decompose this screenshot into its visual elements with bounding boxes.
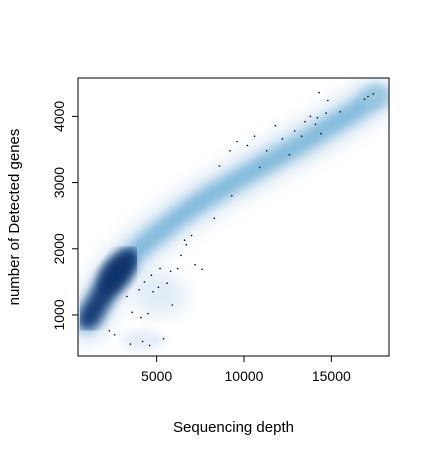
data-point xyxy=(309,115,312,118)
data-point xyxy=(185,244,188,246)
data-point xyxy=(169,270,172,273)
data-point xyxy=(162,338,165,340)
data-point xyxy=(152,291,154,293)
data-point xyxy=(157,286,160,289)
data-point xyxy=(314,123,317,126)
data-point xyxy=(108,330,111,332)
x-axis: 5000 10000 15000 xyxy=(141,355,351,384)
data-point xyxy=(327,99,329,102)
y-axis: 1000 2000 3000 4000 xyxy=(51,101,79,331)
y-tick-label: 1000 xyxy=(51,299,67,330)
data-point xyxy=(229,150,231,152)
data-point xyxy=(171,304,174,306)
data-point xyxy=(372,93,375,95)
data-point xyxy=(218,165,221,167)
density-peak xyxy=(99,254,134,294)
data-point xyxy=(231,195,233,197)
data-point xyxy=(159,267,161,270)
data-point xyxy=(274,124,277,127)
x-tick-label: 5000 xyxy=(141,368,172,384)
data-point xyxy=(148,344,151,347)
data-point xyxy=(190,234,193,237)
y-axis-title: number of Detected genes xyxy=(6,129,23,306)
data-point xyxy=(318,91,320,94)
data-point xyxy=(150,274,153,277)
data-point xyxy=(265,150,268,152)
data-point xyxy=(147,312,149,315)
y-tick-label: 3000 xyxy=(51,167,67,198)
density-lobe-lower xyxy=(134,273,187,318)
y-tick-label: 4000 xyxy=(51,101,67,132)
data-point xyxy=(201,268,203,271)
data-point xyxy=(253,135,256,137)
density-end xyxy=(361,86,389,107)
data-point xyxy=(316,116,319,119)
data-point xyxy=(141,340,144,343)
data-point xyxy=(367,95,369,98)
data-point xyxy=(143,281,146,283)
data-point xyxy=(325,112,327,114)
data-point xyxy=(129,343,132,345)
data-point xyxy=(113,334,116,336)
data-point xyxy=(194,263,196,266)
x-tick-label: 15000 xyxy=(312,368,351,384)
y-tick-label: 2000 xyxy=(51,233,67,264)
data-point xyxy=(339,111,341,113)
data-point xyxy=(281,138,284,140)
data-point xyxy=(363,98,366,100)
data-point xyxy=(166,282,168,285)
data-point xyxy=(213,217,216,220)
data-point xyxy=(304,120,306,123)
x-axis-title: Sequencing depth xyxy=(173,419,294,436)
data-point xyxy=(246,144,249,147)
outlier-points xyxy=(108,91,375,347)
data-point xyxy=(126,295,128,298)
data-point xyxy=(293,130,296,132)
data-point xyxy=(131,311,133,314)
data-point xyxy=(288,154,291,156)
density-cloud xyxy=(78,78,389,351)
data-point xyxy=(176,267,179,270)
density-lobe-bottom xyxy=(120,330,165,351)
data-point xyxy=(320,132,322,135)
data-point xyxy=(140,316,142,319)
data-point xyxy=(300,135,303,137)
data-point xyxy=(258,166,261,169)
data-point xyxy=(183,239,186,241)
x-tick-label: 10000 xyxy=(225,368,264,384)
data-point xyxy=(138,289,140,291)
data-point xyxy=(236,140,238,143)
data-point xyxy=(180,254,182,257)
